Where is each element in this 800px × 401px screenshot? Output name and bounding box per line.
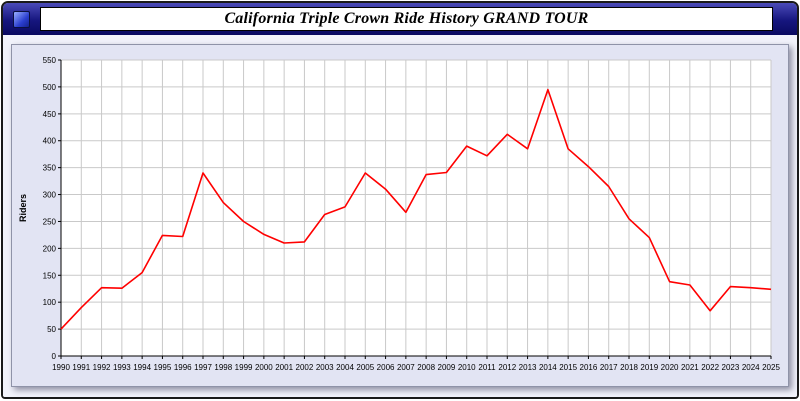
x-tick-label: 2014 xyxy=(539,363,557,372)
x-tick-label: 2005 xyxy=(356,363,374,372)
y-tick-label: 350 xyxy=(43,164,57,173)
x-tick-label: 1997 xyxy=(194,363,212,372)
x-tick-label: 1996 xyxy=(174,363,192,372)
y-tick-label: 450 xyxy=(43,110,57,119)
x-tick-label: 2002 xyxy=(296,363,314,372)
y-tick-label: 550 xyxy=(43,56,57,65)
y-tick-label: 200 xyxy=(43,244,57,253)
y-tick-label: 500 xyxy=(43,83,57,92)
x-tick-label: 2001 xyxy=(275,363,293,372)
y-tick-label: 150 xyxy=(43,271,57,280)
x-tick-label: 2011 xyxy=(478,363,496,372)
plot-area xyxy=(61,60,771,356)
data-line xyxy=(60,88,772,330)
x-tick-label: 2023 xyxy=(722,363,740,372)
x-tick-label: 2018 xyxy=(620,363,638,372)
app-icon xyxy=(13,10,30,28)
x-tick-label: 2025 xyxy=(762,363,780,372)
y-tick-label: 50 xyxy=(47,325,56,334)
x-tick-label: 1994 xyxy=(133,363,151,372)
y-tick-label: 250 xyxy=(43,217,57,226)
y-axis-title: Riders xyxy=(18,194,28,222)
x-tick-label: 1992 xyxy=(93,363,111,372)
x-tick-label: 2009 xyxy=(438,363,456,372)
x-tick-label: 2015 xyxy=(559,363,577,372)
y-tick-label: 300 xyxy=(43,191,57,200)
window-content: 0 50 100 150 200 250 300 350 400 450 500 550 1990 199… xyxy=(3,35,797,397)
x-tick-label: 2004 xyxy=(336,363,354,372)
x-tick-label: 2024 xyxy=(742,363,760,372)
x-tick-label: 2010 xyxy=(458,363,476,372)
chart-panel: 0 50 100 150 200 250 300 350 400 450 500 550 1990 199… xyxy=(11,44,789,387)
x-tick-label: 2020 xyxy=(661,363,679,372)
y-tick-label: 0 xyxy=(52,352,57,361)
x-tick-label: 1991 xyxy=(72,363,90,372)
x-tick-label: 2008 xyxy=(417,363,435,372)
x-tick-label: 1995 xyxy=(154,363,172,372)
x-tick-label: 2019 xyxy=(640,363,658,372)
x-tick-label: 2000 xyxy=(255,363,273,372)
x-tick-label: 2013 xyxy=(519,363,537,372)
x-tick-label: 2022 xyxy=(701,363,719,372)
x-tick-label: 1998 xyxy=(214,363,232,372)
x-tick-label: 2016 xyxy=(580,363,598,372)
x-tick-label: 1993 xyxy=(113,363,131,372)
window-title-box: California Triple Crown Ride History GRA… xyxy=(40,7,773,31)
x-tick-label: 1990 xyxy=(52,363,70,372)
x-tick-label: 1999 xyxy=(235,363,253,372)
x-tick-label: 2012 xyxy=(498,363,516,372)
y-tick-label: 400 xyxy=(43,137,57,146)
x-tick-label: 2007 xyxy=(397,363,415,372)
x-tick-label: 2003 xyxy=(316,363,334,372)
x-tick-label: 2006 xyxy=(377,363,395,372)
x-tick-label: 2021 xyxy=(681,363,699,372)
y-tick-label: 100 xyxy=(43,298,57,307)
window-titlebar[interactable]: California Triple Crown Ride History GRA… xyxy=(3,3,797,35)
window-title: California Triple Crown Ride History GRA… xyxy=(224,10,589,27)
x-tick-label: 2017 xyxy=(600,363,618,372)
